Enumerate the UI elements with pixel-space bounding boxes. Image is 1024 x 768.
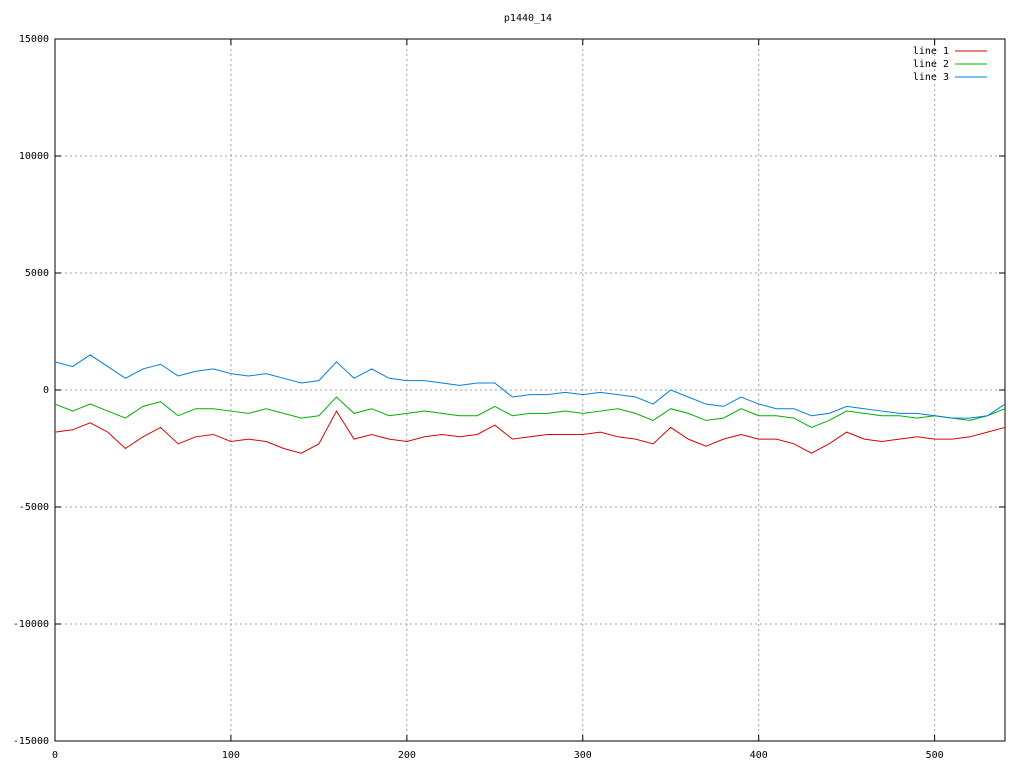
data-line: [54, 354, 1006, 419]
legend-label: line 2: [913, 59, 949, 70]
x-tick-label: 0: [52, 750, 58, 761]
y-tick-label: 15000: [19, 34, 49, 45]
chart-title: p1440_14: [504, 13, 552, 24]
data-line: [54, 410, 1006, 454]
x-tick-label: 400: [750, 750, 768, 761]
x-tick-label: 100: [222, 750, 240, 761]
x-tick-label: 200: [398, 750, 416, 761]
legend-label: line 1: [913, 46, 949, 57]
legend-label: line 3: [913, 72, 949, 83]
y-tick-label: -5000: [19, 502, 49, 513]
y-tick-label: -10000: [13, 619, 49, 630]
y-tick-label: 0: [43, 385, 49, 396]
y-tick-label: 10000: [19, 151, 49, 162]
y-tick-label: -15000: [13, 736, 49, 747]
x-tick-label: 300: [574, 750, 592, 761]
y-tick-label: 5000: [25, 268, 49, 279]
x-tick-label: 500: [926, 750, 944, 761]
data-line: [54, 396, 1006, 428]
